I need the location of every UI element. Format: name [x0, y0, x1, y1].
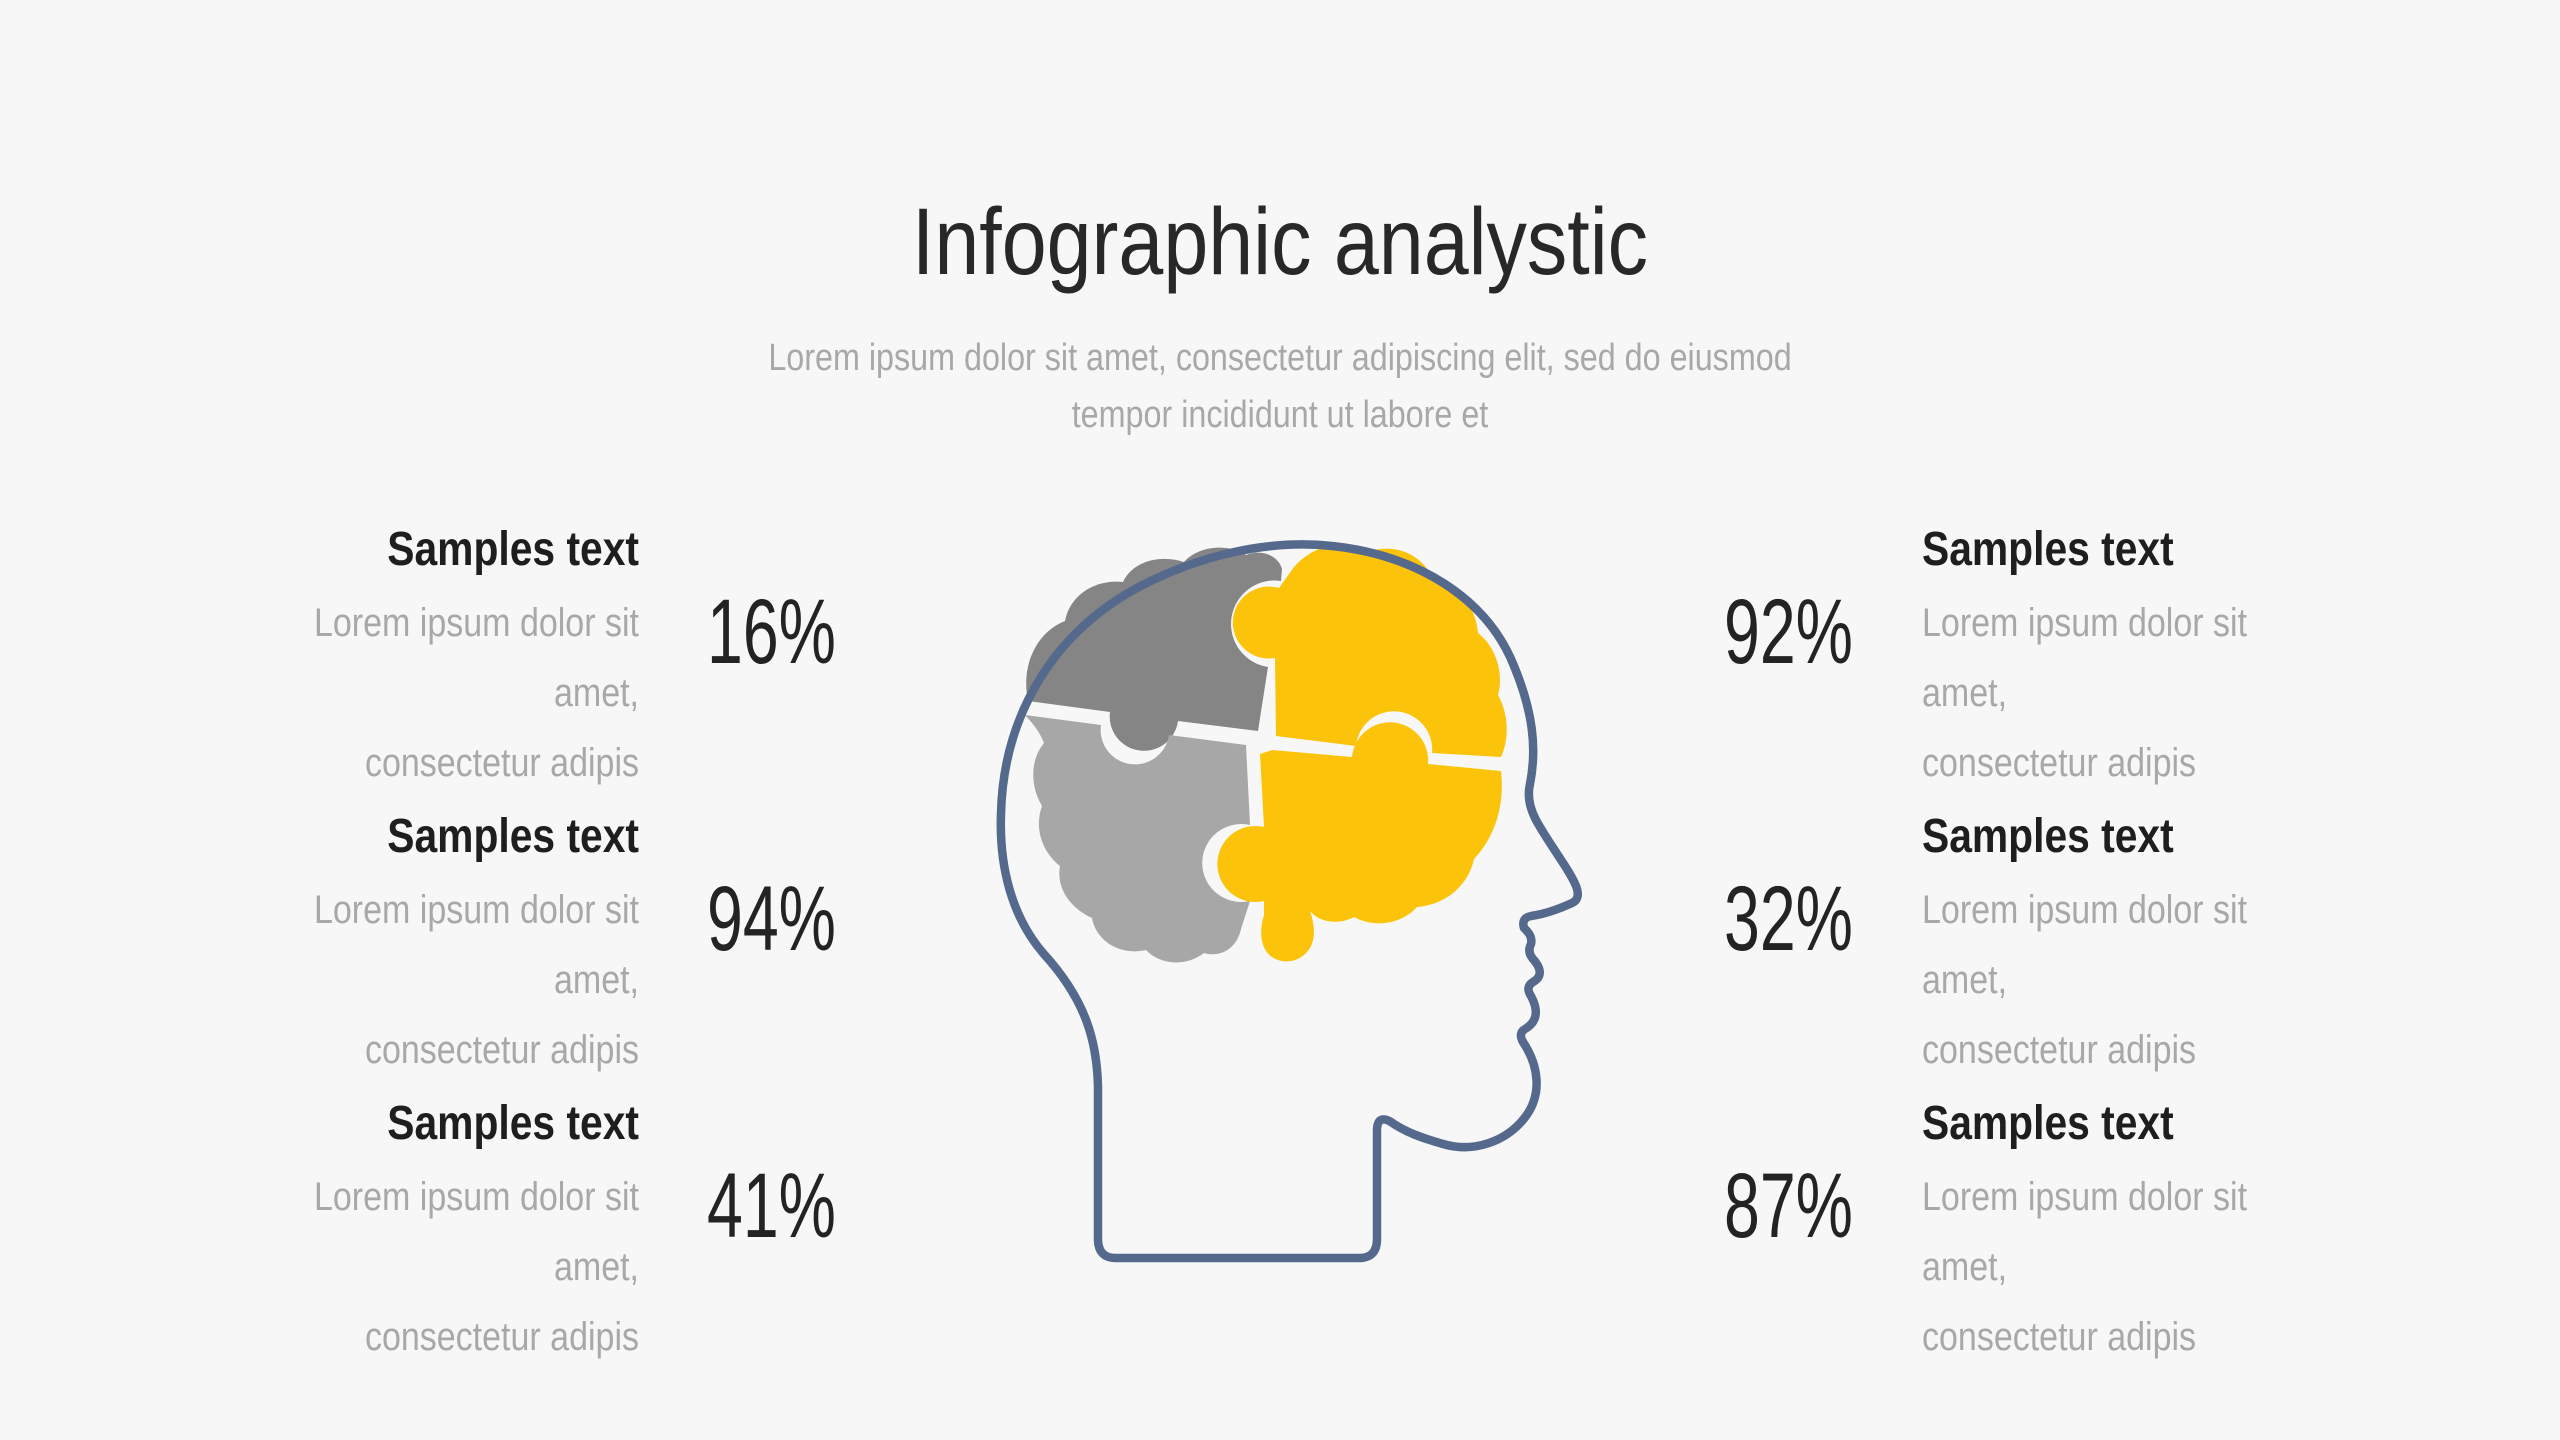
stat-desc-line-2: consectetur adipis — [364, 1315, 639, 1359]
stat-row-left-2: Samples text Lorem ipsum dolor sit amet,… — [219, 811, 837, 1085]
stat-heading: Samples text — [1922, 1097, 2174, 1150]
stat-text-block: Samples text Lorem ipsum dolor sit amet,… — [219, 524, 639, 798]
stat-heading: Samples text — [387, 523, 639, 576]
stat-desc-line-1: Lorem ipsum dolor sit amet, — [1922, 1175, 2248, 1289]
stat-desc-line-1: Lorem ipsum dolor sit amet, — [313, 888, 639, 1002]
subtitle-line-1: Lorem ipsum dolor sit amet, consectetur … — [768, 337, 1792, 379]
stat-heading: Samples text — [387, 810, 639, 863]
stat-text-block: Samples text Lorem ipsum dolor sit amet,… — [1922, 524, 2342, 798]
stat-row-left-1: Samples text Lorem ipsum dolor sit amet,… — [219, 524, 837, 798]
stat-text-block: Samples text Lorem ipsum dolor sit amet,… — [219, 1098, 639, 1372]
puzzle-piece-bottom-right — [1217, 722, 1502, 962]
head-brain-figure — [985, 525, 1595, 1270]
stat-value: 94% — [707, 868, 836, 970]
stat-desc-line-1: Lorem ipsum dolor sit amet, — [1922, 888, 2248, 1002]
stat-desc-line-2: consectetur adipis — [1922, 1315, 2197, 1359]
page-title: Infographic analystic — [911, 189, 1649, 295]
stat-desc-line-2: consectetur adipis — [1922, 741, 2197, 785]
puzzle-piece-top-right — [1232, 544, 1507, 757]
head-brain-puzzle-icon — [996, 540, 1583, 1263]
stat-value: 92% — [1724, 581, 1853, 683]
stat-heading: Samples text — [1922, 523, 2174, 576]
stat-row-right-2: 32% Samples text Lorem ipsum dolor sit a… — [1724, 811, 2342, 1085]
stat-row-right-1: 92% Samples text Lorem ipsum dolor sit a… — [1724, 524, 2342, 798]
stat-heading: Samples text — [1922, 810, 2174, 863]
subtitle-line-2: tempor incididunt ut labore et — [1071, 394, 1489, 436]
stat-text-block: Samples text Lorem ipsum dolor sit amet,… — [219, 811, 639, 1085]
stat-desc-line-1: Lorem ipsum dolor sit amet, — [1922, 601, 2248, 715]
stat-text-block: Samples text Lorem ipsum dolor sit amet,… — [1922, 811, 2342, 1085]
puzzle-piece-bottom-left — [1025, 715, 1250, 963]
stat-value: 32% — [1724, 868, 1853, 970]
stat-desc-line-2: consectetur adipis — [364, 1028, 639, 1072]
stat-desc-line-1: Lorem ipsum dolor sit amet, — [313, 601, 639, 715]
stat-value: 16% — [707, 581, 836, 683]
stat-value: 87% — [1724, 1155, 1853, 1257]
stat-value: 41% — [707, 1155, 836, 1257]
stat-text-block: Samples text Lorem ipsum dolor sit amet,… — [1922, 1098, 2342, 1372]
stat-heading: Samples text — [387, 1097, 639, 1150]
stat-row-left-3: Samples text Lorem ipsum dolor sit amet,… — [219, 1098, 837, 1372]
page-subtitle: Lorem ipsum dolor sit amet, consectetur … — [192, 330, 2368, 444]
head-outline — [996, 540, 1583, 1263]
stat-desc-line-2: consectetur adipis — [1922, 1028, 2197, 1072]
puzzle-piece-top-left — [1026, 547, 1282, 751]
stat-row-right-3: 87% Samples text Lorem ipsum dolor sit a… — [1724, 1098, 2342, 1372]
stat-desc-line-2: consectetur adipis — [364, 741, 639, 785]
stat-desc-line-1: Lorem ipsum dolor sit amet, — [313, 1175, 639, 1289]
